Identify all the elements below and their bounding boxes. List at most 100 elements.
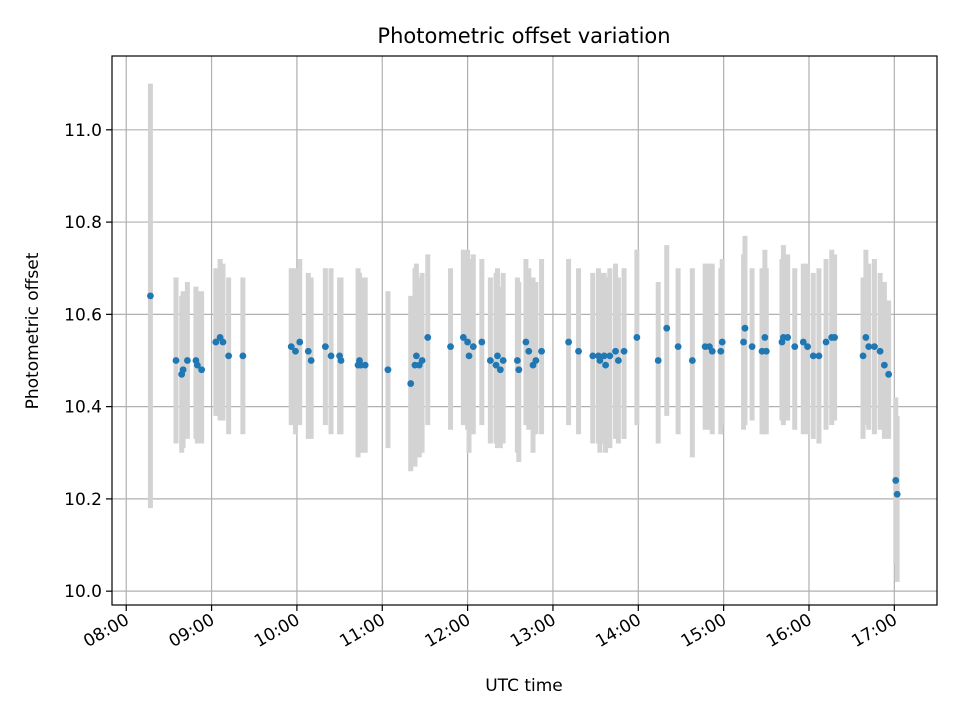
data-point [179, 366, 187, 374]
data-point [606, 352, 614, 360]
data-point [321, 343, 329, 351]
data-point [525, 347, 533, 355]
data-point [499, 357, 507, 364]
data-point [219, 338, 227, 346]
y-tick-label: 10.4 [64, 398, 102, 418]
data-point [784, 334, 792, 341]
error-bars [147, 83, 900, 582]
data-point [327, 352, 335, 360]
data-point [600, 352, 608, 360]
data-point [876, 347, 884, 355]
data-point [589, 352, 597, 360]
data-point [418, 357, 426, 364]
data-point [172, 357, 180, 364]
data-point [496, 366, 504, 374]
data-point [361, 361, 369, 369]
data-point [304, 347, 312, 355]
data-point [871, 343, 878, 351]
x-tick-label: 09:00 [166, 610, 218, 652]
data-point [494, 352, 501, 360]
x-tick-label: 13:00 [507, 610, 559, 652]
data-point [384, 366, 392, 374]
data-point [893, 490, 901, 498]
data-point [602, 361, 609, 369]
data-point [147, 292, 154, 300]
data-point [575, 347, 582, 355]
data-point [614, 357, 622, 364]
y-tick-label: 10.6 [64, 305, 102, 325]
chart-title: Photometric offset variation [377, 24, 670, 48]
data-point [892, 477, 900, 484]
data-point [822, 338, 830, 346]
x-tick-label: 15:00 [678, 610, 730, 652]
data-point [407, 380, 415, 387]
data-point [225, 352, 233, 360]
data-point [708, 347, 716, 355]
data-point [515, 366, 523, 374]
data-point [740, 338, 747, 346]
data-point [478, 338, 486, 346]
data-point [459, 334, 467, 341]
data-point [688, 357, 696, 364]
data-point [532, 357, 540, 364]
data-point [880, 361, 888, 369]
data-point [412, 352, 420, 360]
data-point [183, 357, 191, 364]
data-point [464, 338, 472, 346]
x-axis: 08:00 09:00 10:00 11:00 12:00 13:00 14:00 15:00… [80, 605, 901, 652]
data-point [513, 357, 521, 364]
data-points [147, 292, 901, 498]
data-point [296, 338, 304, 346]
x-tick-label: 12:00 [422, 610, 474, 652]
x-tick-label: 10:00 [251, 610, 303, 652]
data-point [804, 343, 811, 351]
data-point [239, 352, 247, 360]
data-point [198, 366, 206, 374]
plot-frame [111, 55, 938, 606]
data-point [612, 347, 619, 355]
data-point [791, 343, 799, 351]
data-point [538, 347, 545, 355]
data-point [447, 343, 454, 351]
data-point [486, 357, 494, 364]
data-point [809, 352, 817, 360]
data-point [307, 357, 315, 364]
data-point [465, 352, 473, 360]
data-point [193, 361, 201, 369]
data-point [469, 343, 477, 351]
data-point [565, 338, 572, 346]
y-tick-label: 10.8 [64, 213, 102, 233]
y-tick-label: 10.0 [64, 582, 102, 602]
data-point [424, 334, 432, 341]
data-point [862, 334, 870, 341]
x-tick-label: 11:00 [336, 610, 388, 652]
data-point [865, 343, 873, 351]
data-point [596, 357, 604, 364]
y-tick-label: 10.2 [64, 490, 102, 510]
x-tick-label: 17:00 [848, 610, 900, 652]
x-tick-label: 16:00 [763, 610, 815, 652]
data-point [762, 347, 770, 355]
y-axis: 10.0 10.2 10.4 10.6 10.8 11.0 [64, 121, 112, 602]
data-point [859, 352, 867, 360]
data-point [492, 361, 500, 369]
data-point [337, 357, 345, 364]
x-tick-label: 08:00 [80, 610, 132, 652]
data-point [620, 347, 628, 355]
data-point [741, 324, 749, 332]
data-point [718, 338, 726, 346]
y-axis-label: Photometric offset [23, 252, 43, 409]
data-point [885, 370, 893, 378]
data-point [292, 347, 299, 355]
data-point [287, 343, 295, 351]
data-point [831, 334, 838, 341]
data-point [748, 343, 756, 351]
data-point [212, 338, 220, 346]
x-tick-label: 14:00 [592, 610, 644, 652]
data-point [761, 334, 769, 341]
data-point [717, 347, 725, 355]
data-point [815, 352, 823, 360]
y-tick-label: 11.0 [64, 121, 102, 141]
data-point [654, 357, 662, 364]
